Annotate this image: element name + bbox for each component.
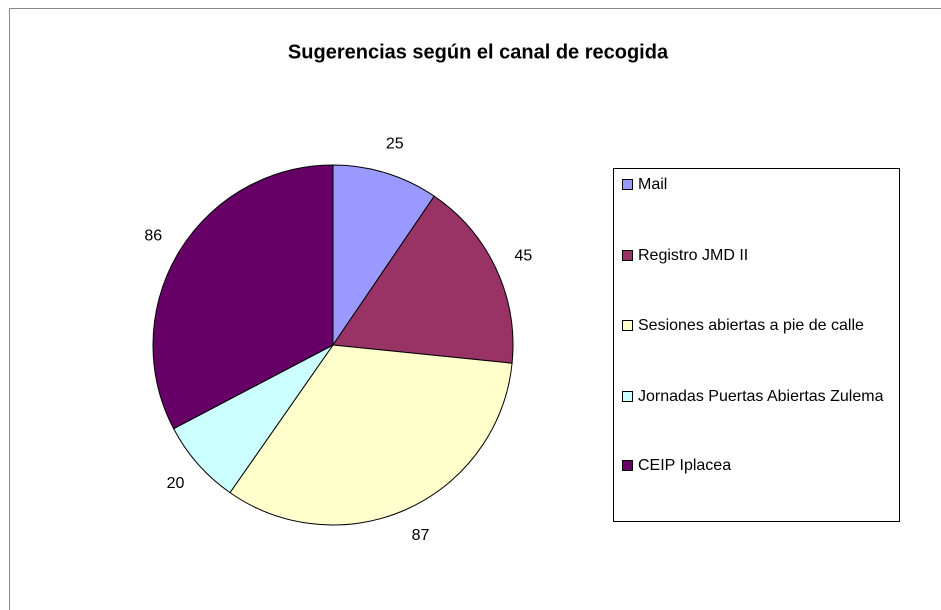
legend	[613, 168, 900, 522]
legend-swatch	[622, 460, 633, 471]
legend-swatch	[622, 320, 633, 331]
legend-line: Sesiones abiertas a pie de calle	[638, 317, 864, 334]
data-label: 45	[514, 248, 532, 265]
legend-label: Mail	[638, 176, 667, 193]
legend-line: CEIP Iplacea	[638, 457, 731, 474]
legend-swatch	[622, 391, 633, 402]
legend-label: Registro JMD II	[638, 247, 748, 264]
data-label: 20	[167, 475, 185, 492]
legend-label: Jornadas Puertas Abiertas Zulema	[638, 388, 884, 405]
pie-slice	[229, 344, 513, 526]
legend-line: Jornadas Puertas Abiertas Zulema	[638, 388, 884, 405]
legend-swatch	[622, 250, 633, 261]
data-label: 87	[412, 527, 430, 544]
pie-slice	[332, 195, 514, 364]
pie-slice	[152, 164, 334, 430]
chart-title: Sugerencias según el canal de recogida	[288, 41, 669, 63]
legend-line: Registro JMD II	[638, 247, 748, 264]
pie-slice	[332, 164, 435, 347]
legend-label: CEIP Iplacea	[638, 457, 731, 474]
legend-swatch	[622, 179, 633, 190]
data-label: 25	[386, 136, 404, 153]
legend-label: Sesiones abiertas a pie de calle	[638, 317, 864, 334]
legend-line: Mail	[638, 176, 667, 193]
data-label: 86	[144, 228, 162, 245]
